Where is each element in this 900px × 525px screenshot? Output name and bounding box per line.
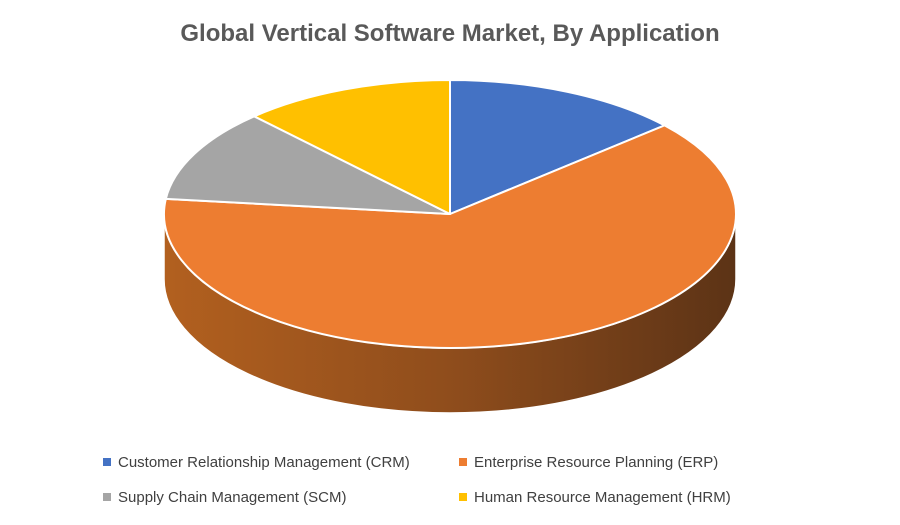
- pie-slice[interactable]: [163, 124, 737, 349]
- legend-marker-scm: [103, 493, 111, 501]
- legend-label-crm: Customer Relationship Management (CRM): [118, 453, 410, 471]
- legend-marker-hrm: [459, 493, 467, 501]
- legend-marker-erp: [459, 458, 467, 466]
- chart-title: Global Vertical Software Market, By Appl…: [180, 20, 720, 47]
- legend-item-hrm[interactable]: Human Resource Management (HRM): [459, 487, 731, 507]
- legend-label-scm: Supply Chain Management (SCM): [118, 488, 347, 506]
- pie-slice[interactable]: [253, 79, 451, 215]
- legend-item-scm[interactable]: Supply Chain Management (SCM): [103, 487, 346, 507]
- legend-label-erp: Enterprise Resource Planning (ERP): [474, 453, 719, 471]
- legend-marker-crm: [103, 458, 111, 466]
- legend-label-hrm: Human Resource Management (HRM): [474, 488, 731, 506]
- legend-item-crm[interactable]: Customer Relationship Management (CRM): [103, 452, 410, 472]
- legend-item-erp[interactable]: Enterprise Resource Planning (ERP): [459, 452, 718, 472]
- pie-slice[interactable]: [164, 115, 451, 215]
- pie-slice[interactable]: [449, 79, 666, 215]
